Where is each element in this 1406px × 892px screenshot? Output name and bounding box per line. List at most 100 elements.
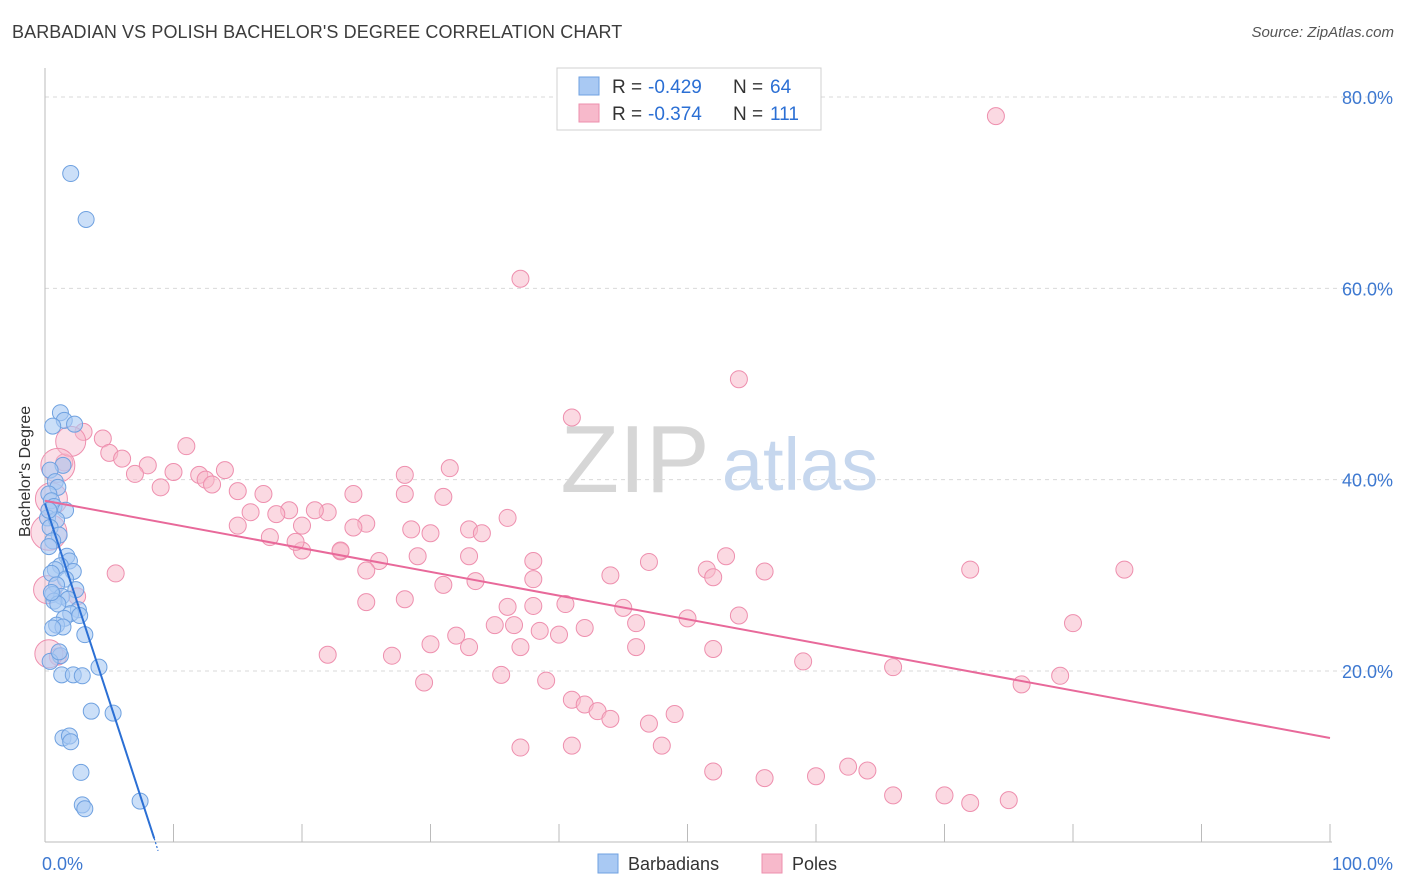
poles-point: [704, 639, 723, 658]
poles-point: [601, 709, 620, 728]
poles-point: [884, 786, 903, 805]
poles-point: [241, 503, 260, 522]
y-tick-label: 80.0%: [1342, 88, 1393, 108]
barbadians-point: [62, 165, 80, 183]
stats-legend: R = -0.429 N = 64 R = -0.374 N = 111: [556, 67, 822, 131]
poles-point: [704, 762, 723, 781]
poles-point: [203, 475, 222, 494]
poles-point: [293, 516, 311, 535]
y-tick-label: 20.0%: [1342, 662, 1393, 682]
poles-point: [1115, 560, 1134, 579]
poles-point: [1051, 666, 1070, 685]
bottom-swatch-barbadians: [597, 853, 619, 874]
barbadians-point: [44, 417, 62, 435]
poles-point: [434, 575, 453, 594]
poles-point: [935, 786, 954, 805]
poles-point: [704, 568, 723, 587]
poles-point: [460, 547, 479, 566]
trend-lines: [44, 499, 1331, 852]
legend-r-value-1: -0.429: [648, 77, 702, 98]
poles-point: [717, 547, 736, 566]
y-tick-label: 60.0%: [1342, 279, 1393, 299]
legend-r-label-1: R =: [612, 77, 642, 98]
barbadians-point: [77, 210, 95, 228]
x-tick-label-min: 0.0%: [42, 854, 83, 874]
legend-n-label-1: N =: [733, 77, 763, 98]
poles-point: [999, 791, 1018, 810]
poles-point: [395, 485, 414, 504]
barbadians-point: [44, 619, 62, 637]
poles-point: [729, 370, 748, 389]
barbadians-points: [39, 165, 149, 818]
legend-swatch-barbadians: [578, 76, 600, 96]
poles-point: [408, 547, 427, 566]
poles-point: [627, 614, 646, 633]
barbadians-point: [76, 800, 94, 818]
poles-point: [138, 456, 157, 475]
bottom-legend-barbadians: Barbadians: [628, 854, 719, 874]
barbadians-point: [72, 763, 90, 781]
poles-point: [665, 705, 684, 724]
poles-point: [151, 478, 170, 497]
poles-point: [460, 638, 479, 657]
poles-point: [498, 597, 517, 616]
poles-point: [485, 616, 504, 635]
poles-point: [505, 616, 524, 635]
barbadians-trend-extension: [153, 838, 159, 852]
poles-point: [215, 461, 234, 480]
poles-point: [556, 595, 575, 614]
poles-point: [755, 769, 774, 788]
barbadians-point: [50, 643, 68, 661]
poles-point: [524, 570, 543, 589]
bottom-swatch-poles: [761, 853, 783, 874]
poles-point: [755, 562, 774, 581]
poles-point: [177, 437, 196, 456]
poles-point: [402, 520, 421, 539]
poles-point: [344, 485, 363, 504]
poles-point: [530, 621, 549, 640]
tick-labels: 20.0% 40.0% 60.0% 80.0% 0.0% 100.0%: [42, 88, 1393, 874]
poles-point: [524, 551, 543, 570]
poles-point: [627, 638, 646, 657]
poles-point: [382, 646, 401, 665]
poles-point: [639, 714, 658, 733]
poles-point: [434, 487, 453, 506]
poles-point: [729, 606, 748, 625]
legend-r-value-2: -0.374: [648, 104, 702, 125]
poles-point: [986, 107, 1005, 126]
barbadians-point: [82, 702, 100, 720]
axes: [44, 68, 1332, 843]
poles-point: [164, 463, 183, 482]
poles-point: [492, 665, 511, 684]
poles-point: [357, 561, 376, 580]
watermark-zip: ZIP: [560, 406, 709, 513]
poles-point: [807, 767, 825, 786]
poles-point: [524, 596, 543, 615]
legend-swatch-poles: [578, 103, 600, 123]
chart-title: BARBADIAN VS POLISH BACHELOR'S DEGREE CO…: [12, 22, 623, 42]
watermark: ZIP atlas: [560, 406, 878, 513]
poles-point: [562, 408, 581, 427]
poles-point: [395, 465, 414, 484]
poles-point: [550, 625, 568, 644]
poles-point: [228, 516, 247, 535]
poles-point: [357, 593, 376, 612]
poles-point: [421, 635, 440, 654]
poles-point: [794, 652, 813, 671]
legend-n-value-2: 111: [770, 104, 799, 125]
series-legend: Barbadians Poles: [597, 853, 837, 874]
poles-point: [344, 518, 363, 537]
poles-point: [537, 671, 556, 690]
poles-point: [440, 459, 459, 478]
barbadians-point: [42, 584, 60, 602]
y-tick-label: 40.0%: [1342, 471, 1393, 491]
barbadians-trend-line: [44, 503, 156, 839]
poles-point: [562, 736, 581, 755]
poles-point: [639, 552, 658, 571]
poles-point: [1064, 614, 1082, 633]
poles-point: [228, 482, 247, 501]
poles-point: [305, 501, 324, 520]
poles-point: [511, 269, 530, 288]
poles-point: [395, 590, 414, 609]
